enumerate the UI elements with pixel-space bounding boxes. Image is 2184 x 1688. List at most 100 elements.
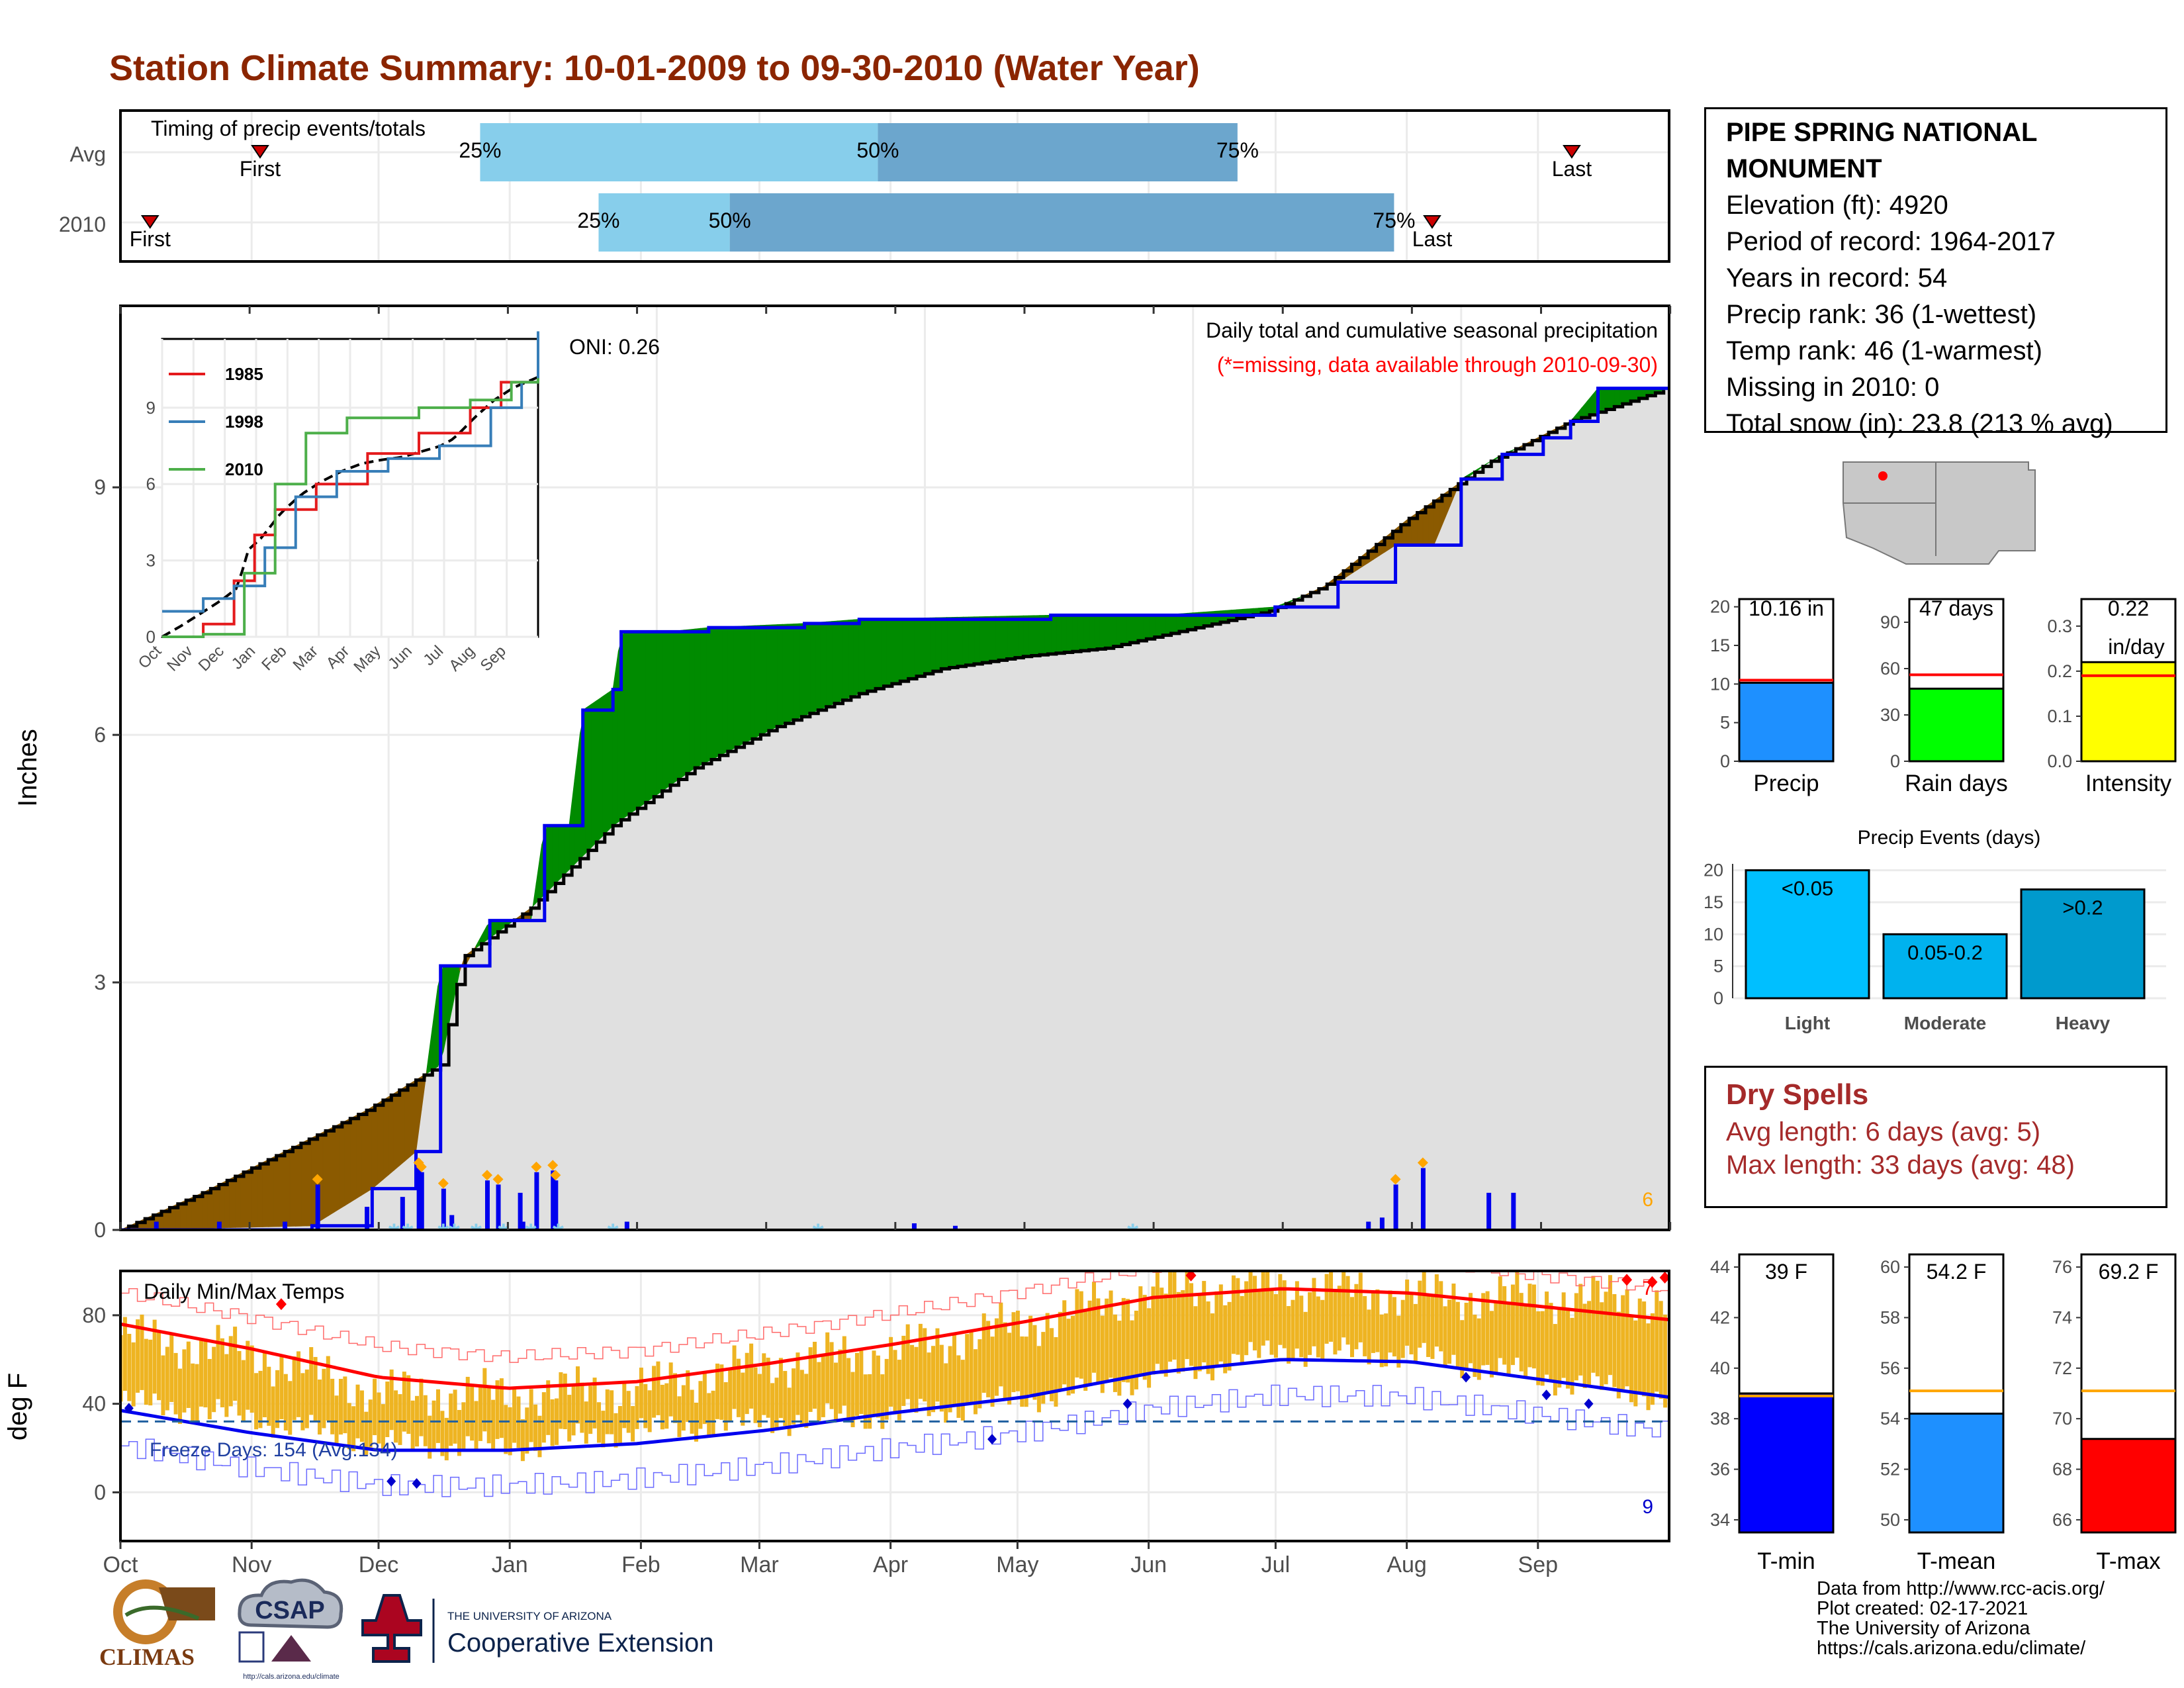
summary-tick-label: 10 [1710,674,1730,694]
daily-temp-bar [1189,1283,1194,1366]
ua-top-text: THE UNIVERSITY OF ARIZONA [447,1610,612,1622]
daily-temp-bar [571,1385,576,1436]
record-low-marker-icon [1541,1389,1551,1401]
departure-fill-segment [213,1184,220,1229]
daily-temp-bar [1464,1303,1469,1369]
departure-fill-segment [262,1159,269,1227]
inset-series-line [162,331,539,613]
daily-temp-bar [728,1368,733,1423]
daily-temp-bar [398,1394,402,1445]
daily-temp-bar [1036,1346,1041,1413]
summary-tick-label: 0 [1720,751,1730,771]
summary-tick-label: 20 [1710,597,1730,617]
daily-temp-bar [956,1355,961,1418]
daily-precip-bar [553,1180,559,1230]
departure-fill-segment [1160,614,1166,637]
daily-precip-bar [416,1168,422,1230]
events-tick-label: 0 [1713,988,1723,1008]
daily-temp-bar [508,1407,512,1456]
daily-precip-bar [449,1215,455,1230]
daily-temp-bar [373,1378,377,1436]
daily-temp-bar [550,1399,555,1446]
daily-temp-bar [520,1419,525,1462]
daily-temp-bar [203,1339,208,1408]
daily-temp-bar [1316,1296,1320,1358]
daily-temp-bar [1422,1272,1426,1343]
daily-temp-bar [271,1386,275,1438]
daily-temp-bar [639,1368,643,1419]
daily-temp-bar [512,1387,517,1443]
x-month-label: Jun [1130,1552,1167,1577]
daily-temp-bar [436,1389,441,1443]
daily-temp-bar [617,1406,622,1443]
daily-temp-bar [876,1355,880,1418]
daily-temp-bar [169,1333,174,1402]
departure-fill-segment [678,630,685,780]
daily-temp-bar [1655,1290,1659,1392]
daily-temp-bar [1181,1290,1185,1372]
record-high-marker-icon [275,1298,287,1311]
temp-ytick-label: 40 [82,1392,106,1416]
departure-fill-segment [842,620,849,701]
daily-temp-bar [191,1363,195,1422]
x-month-label: Jan [492,1552,528,1577]
daily-temp-bar [1045,1313,1050,1393]
temp-summary-tick-label: 74 [2052,1307,2072,1327]
daily-temp-bar [1545,1291,1549,1375]
daily-temp-bar [347,1403,351,1450]
summary-bar-value: 10.16 in [1749,596,1824,620]
inset-ytick-label: 0 [146,627,156,647]
daily-temp-bar [330,1378,335,1434]
departure-fill-segment [1138,614,1144,641]
departure-fill-segment [322,1129,329,1220]
daily-temp-bar [1405,1279,1410,1346]
daily-temp-bar [1329,1271,1334,1342]
daily-temp-bar [1100,1315,1105,1393]
daily-temp-bar [614,1413,618,1448]
daily-temp-bar [1202,1281,1206,1363]
timing-bar-25-50 [480,123,878,181]
daily-temp-bar [1337,1286,1342,1351]
daily-temp-bar [381,1404,385,1451]
daily-temp-bar [960,1360,965,1421]
departure-fill-segment [946,617,953,669]
daily-temp-bar [664,1383,669,1429]
daily-temp-bar [525,1407,529,1454]
departure-fill-segment [1148,614,1156,639]
daily-temp-bar [1591,1276,1596,1373]
last-event-marker-icon [1423,215,1441,229]
departure-fill-segment [1089,614,1095,651]
departure-fill-segment [1630,388,1637,402]
station-period: Period of record: 1964-2017 [1726,227,2056,256]
departure-fill-segment [815,622,821,712]
summary-bar-name: Precip [1753,771,1819,796]
daily-temp-bar [1087,1300,1092,1384]
station-location-dot [1878,471,1888,481]
daily-temp-bar [923,1328,927,1402]
daily-temp-bar [1075,1289,1079,1378]
freeze-days-label: Freeze Days: 154 (Avg:134) [150,1439,398,1461]
departure-fill-segment [1126,614,1134,644]
departure-fill-segment [782,624,789,726]
extreme-precip-marker-icon [312,1174,323,1185]
departure-fill-segment [930,617,936,673]
extreme-precip-marker-icon [481,1170,492,1181]
daily-temp-bar [668,1362,673,1417]
credit-university: The University of Arizona [1817,1618,2030,1639]
csap-logo-text: CSAP [255,1597,325,1624]
departure-fill-segment [284,1148,291,1227]
temp-summary-tick-label: 56 [1880,1358,1900,1378]
departure-fill-segment [940,617,948,670]
locator-map [1843,461,2036,565]
extreme-precip-marker-icon [437,1178,449,1189]
locator-map-states [1843,461,2036,565]
daily-temp-bar [250,1345,254,1413]
departure-fill-segment [651,631,657,800]
temp-summary-tick-label: 34 [1710,1510,1730,1530]
events-bar-name: Heavy [2056,1013,2111,1033]
daily-temp-bar [1363,1295,1367,1356]
daily-temp-bar [1392,1297,1396,1357]
daily-temp-bar [1210,1313,1215,1381]
daily-temp-bar [914,1346,919,1413]
